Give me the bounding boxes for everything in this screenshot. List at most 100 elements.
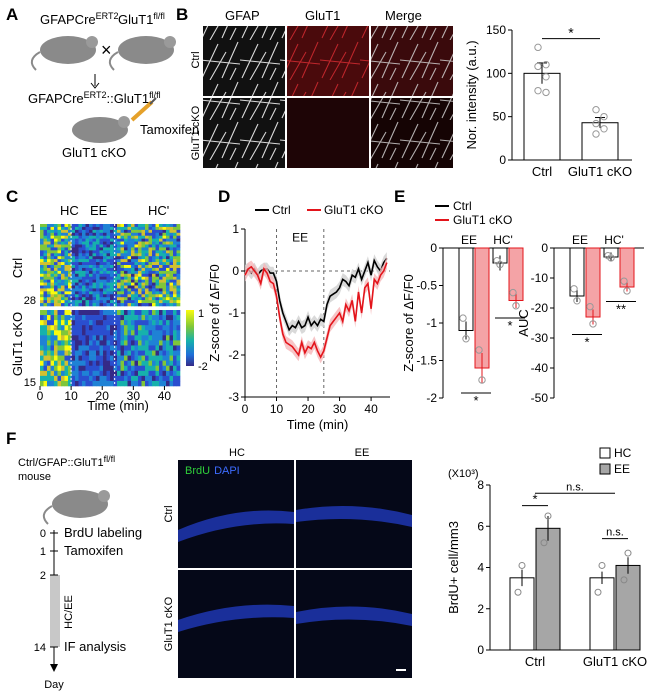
heatmap-cell — [113, 288, 118, 292]
data-point — [620, 576, 628, 584]
heatmap-cell — [89, 279, 93, 283]
heatmap-cell — [99, 288, 104, 292]
heatmap-cell — [47, 291, 51, 295]
heatmap-cell — [173, 370, 177, 377]
heatmap-cell — [82, 247, 86, 251]
heatmap-cell — [166, 265, 170, 269]
heatmap-cell — [68, 250, 72, 254]
heatmap-cell — [89, 247, 93, 251]
heatmap-cell — [131, 340, 135, 346]
heatmap-cell — [134, 247, 139, 251]
col-label-gfap: GFAP — [225, 8, 260, 23]
heatmap-cell — [134, 291, 139, 295]
micrograph-glut1-cko — [287, 98, 369, 168]
heatmap-cell — [89, 310, 93, 316]
heatmap-cell — [103, 250, 107, 254]
heatmap-cell — [96, 330, 100, 336]
heatmap-cell — [162, 297, 167, 301]
heatmap-cell — [173, 360, 177, 367]
heatmap-cell — [99, 247, 104, 251]
heatmap-cell — [47, 315, 51, 321]
heatmap-cell — [162, 270, 167, 275]
heatmap-cell — [96, 256, 100, 260]
heatmap-cell — [103, 267, 107, 272]
heatmap-cell — [110, 279, 114, 283]
heatmap-cell — [127, 229, 132, 234]
heatmap-cell — [166, 276, 170, 280]
heatmap-cell — [92, 315, 97, 321]
heatmap-cell — [148, 340, 153, 346]
heatmap-cell — [40, 232, 44, 237]
heatmap-cell — [96, 244, 100, 248]
heatmap-cell — [61, 259, 65, 263]
heatmap-cell — [131, 282, 135, 286]
heatmap-cell — [85, 262, 90, 266]
heatmap-cell — [138, 291, 142, 295]
heatmap-cell — [99, 279, 104, 283]
heatmap-cell — [61, 300, 65, 304]
heatmap-cell — [110, 285, 114, 289]
heatmap-cell — [152, 285, 156, 289]
syringe-icon — [130, 97, 157, 122]
heatmap-cell — [92, 253, 97, 257]
heatmap-cell — [43, 276, 48, 280]
heatmap-cell — [89, 300, 93, 304]
heatmap-cell — [96, 235, 100, 239]
heatmap-cell — [145, 270, 149, 275]
heatmap-cell — [85, 232, 90, 237]
heatmap-cell — [64, 232, 69, 237]
heatmap-cell — [50, 355, 55, 361]
heatmap-cell — [169, 320, 174, 326]
heatmap-cell — [162, 276, 167, 280]
heatmap-cell — [57, 276, 62, 280]
heatmap-cell — [110, 291, 114, 295]
heatmap-cell — [92, 370, 97, 377]
heatmap-cell — [155, 345, 160, 351]
heatmap-cell — [50, 270, 55, 275]
heatmap-cell — [89, 294, 93, 298]
heatmap-cell — [85, 244, 90, 248]
heatmap-cell — [134, 241, 139, 245]
heatmap-cell — [54, 315, 58, 321]
heatmap-cell — [47, 335, 51, 341]
heatmap-cell — [131, 267, 135, 272]
data-point — [623, 287, 631, 295]
heatmap-cell — [124, 325, 128, 331]
heatmap-cell — [148, 279, 153, 283]
heatmap-cell — [152, 253, 156, 257]
heatmap-cell — [96, 285, 100, 289]
heatmap-cell — [176, 335, 181, 341]
heatmap-cell — [120, 340, 125, 346]
heatmap-cell — [120, 291, 125, 295]
legend-label: GluT1 cKO — [453, 213, 512, 227]
heatmap-cell — [54, 273, 58, 278]
heatmap-cell — [141, 335, 146, 341]
heatmap-cell — [54, 320, 58, 326]
heatmap-cell — [40, 300, 44, 304]
heatmap-cell — [148, 282, 153, 286]
heatmap-cell — [120, 226, 125, 231]
legend-label: GluT1 cKO — [324, 203, 383, 217]
heatmap-cell — [64, 320, 69, 326]
heatmap-cell — [113, 340, 118, 346]
heatmap-cell — [159, 297, 163, 301]
heatmap-cell — [75, 310, 79, 316]
heatmap-cell — [61, 291, 65, 295]
heatmap-cell — [113, 360, 118, 367]
heatmap-cell — [145, 350, 149, 356]
heatmap-cell — [176, 355, 181, 361]
heatmap-cell — [61, 279, 65, 283]
heatmap-cell — [64, 226, 69, 231]
heatmap-cell — [61, 253, 65, 257]
heatmap-cell — [155, 235, 160, 239]
heatmap-cell — [110, 276, 114, 280]
heatmap-cell — [138, 288, 142, 292]
heatmap-cell — [61, 335, 65, 341]
heatmap-cell — [89, 262, 93, 266]
heatmap-cell — [145, 253, 149, 257]
heatmap-cell — [176, 238, 181, 242]
heatmap-cell — [117, 241, 121, 245]
heatmap-cell — [54, 294, 58, 298]
heatmap-cell — [166, 310, 170, 316]
